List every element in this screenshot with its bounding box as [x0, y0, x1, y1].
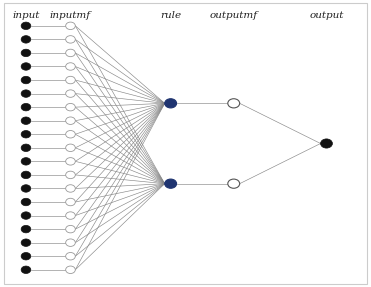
Circle shape — [66, 49, 75, 57]
Circle shape — [66, 144, 75, 152]
Circle shape — [165, 179, 177, 188]
Circle shape — [66, 117, 75, 125]
Circle shape — [21, 131, 31, 138]
Circle shape — [66, 158, 75, 165]
Circle shape — [66, 198, 75, 206]
Circle shape — [66, 225, 75, 233]
Text: rule: rule — [160, 11, 181, 20]
Circle shape — [21, 253, 31, 260]
Circle shape — [228, 99, 240, 108]
Circle shape — [21, 212, 31, 219]
Circle shape — [21, 266, 31, 274]
Circle shape — [21, 103, 31, 111]
Circle shape — [21, 63, 31, 70]
Circle shape — [66, 185, 75, 192]
Circle shape — [165, 99, 177, 108]
Circle shape — [21, 49, 31, 57]
Circle shape — [21, 117, 31, 125]
Circle shape — [21, 185, 31, 192]
Circle shape — [66, 103, 75, 111]
Circle shape — [66, 76, 75, 84]
Circle shape — [21, 225, 31, 233]
Circle shape — [21, 36, 31, 43]
Text: inputmf: inputmf — [50, 11, 91, 20]
Text: input: input — [12, 11, 40, 20]
Circle shape — [321, 139, 332, 148]
Circle shape — [66, 63, 75, 70]
Circle shape — [21, 239, 31, 247]
Text: outputmf: outputmf — [210, 11, 258, 20]
Circle shape — [66, 253, 75, 260]
Circle shape — [21, 158, 31, 165]
Circle shape — [66, 36, 75, 43]
Circle shape — [21, 198, 31, 206]
Circle shape — [228, 179, 240, 188]
Circle shape — [21, 90, 31, 97]
Circle shape — [66, 131, 75, 138]
Circle shape — [21, 76, 31, 84]
Circle shape — [21, 171, 31, 179]
Circle shape — [66, 171, 75, 179]
Circle shape — [66, 239, 75, 247]
Text: output: output — [309, 11, 344, 20]
Circle shape — [21, 22, 31, 30]
Circle shape — [66, 212, 75, 219]
Circle shape — [21, 144, 31, 152]
Circle shape — [66, 22, 75, 30]
Circle shape — [66, 90, 75, 97]
Circle shape — [66, 266, 75, 274]
